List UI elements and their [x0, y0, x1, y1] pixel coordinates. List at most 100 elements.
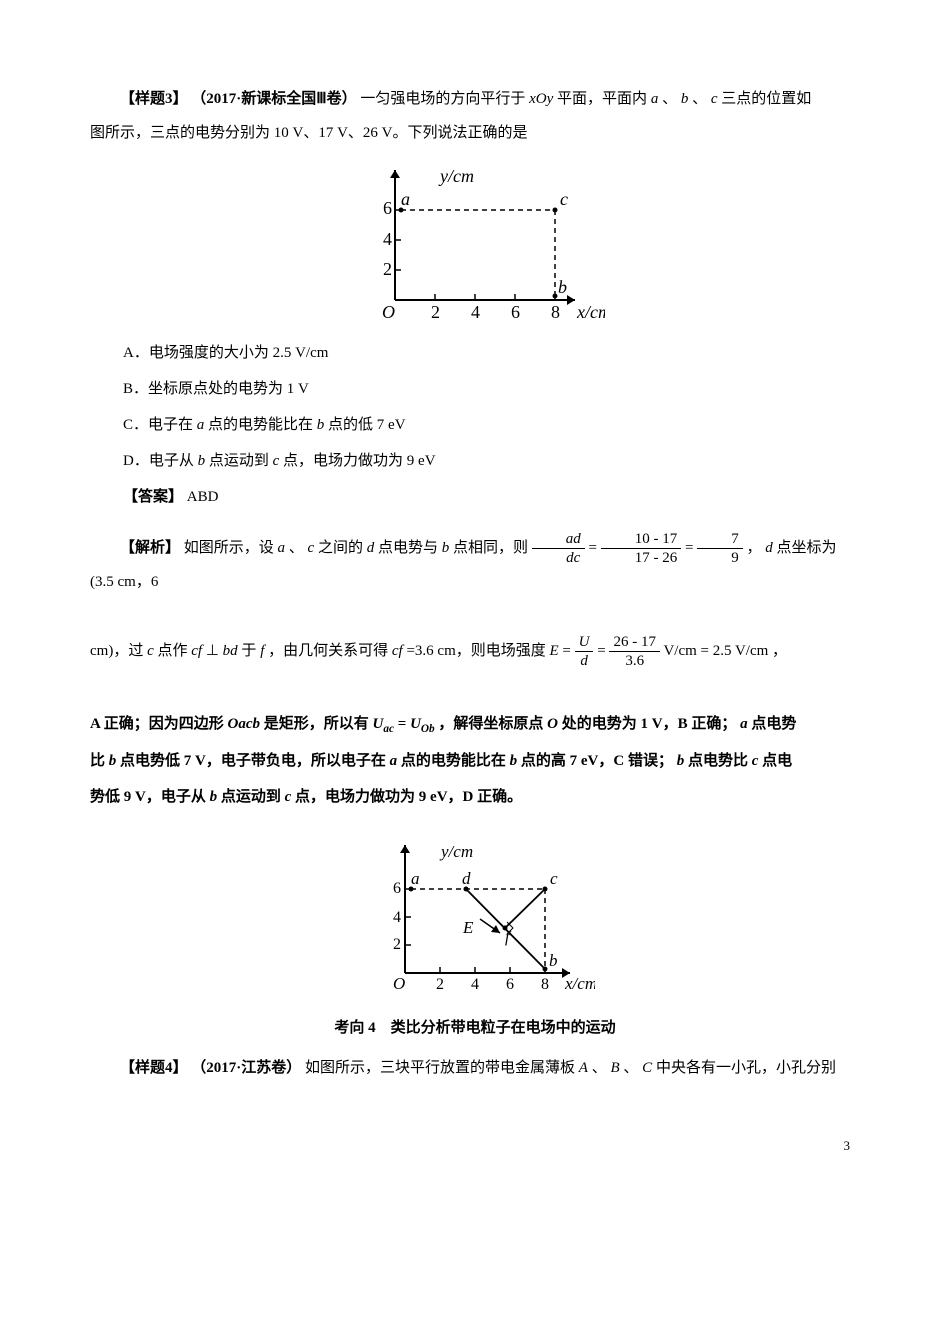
jx2-f: f — [260, 643, 264, 659]
fig1-b: b — [558, 277, 567, 297]
fig2-c: c — [550, 869, 558, 888]
fig2-E: E — [462, 918, 474, 937]
jx2-unit: V/cm = 2.5 V/cm ， — [663, 643, 787, 659]
eq2: = — [685, 540, 693, 556]
jx2-pre: cm)，过 — [90, 643, 147, 659]
fig2-xlabel: x/cm — [564, 974, 595, 993]
jx2-m4: =3.6 cm，则电场强度 — [406, 643, 545, 659]
q3-answer-label: 【答案】 — [123, 489, 183, 505]
q3-answer-text: ABD — [187, 489, 219, 505]
c1-eq: = — [398, 716, 407, 732]
q3-optC: C．电子在 a 点的电势能比在 b 点的低 7 eV — [123, 410, 860, 440]
c3-post: 点，电场力做功为 9 eV，D 正确。 — [295, 789, 522, 805]
c2-c: c — [752, 753, 759, 769]
jx1-b: b — [442, 540, 450, 556]
q3-sep1: 、 — [662, 91, 677, 107]
q3-answer: 【答案】 ABD — [123, 482, 860, 512]
svg-text:4: 4 — [393, 909, 401, 926]
q3-text2: 平面，平面内 — [557, 91, 651, 107]
fig1-xt6: 6 — [511, 302, 520, 322]
fig1-xt2: 2 — [431, 302, 440, 322]
c2-b3: b — [677, 753, 685, 769]
fig1-yt2: 2 — [383, 259, 392, 279]
c2-m2: 点的电势能比在 — [401, 753, 510, 769]
fig2-O: O — [393, 974, 405, 993]
page-number: 3 — [90, 1133, 860, 1159]
frac4: Ud — [575, 633, 594, 670]
jx1-m2: 点电势与 — [378, 540, 442, 556]
c1-acsub: ac — [383, 723, 394, 735]
q3-optC-a: a — [197, 417, 205, 433]
q4-t2: 中央各有一小孔，小孔分别 — [656, 1060, 836, 1076]
q3-source: （2017·新课标全国Ⅲ卷） — [191, 91, 356, 107]
c1-uac: U — [373, 716, 384, 732]
q3-optD-c: c — [273, 453, 280, 469]
fig2-ylabel: y/cm — [439, 842, 473, 861]
eq1: = — [589, 540, 597, 556]
jx1-p: ， — [746, 540, 761, 556]
c1-m1: 是矩形，所以有 — [264, 716, 369, 732]
q3-conclusion: A 正确；因为四边形 Oacb 是矩形，所以有 Uac = UOb ，解得坐标原… — [90, 706, 860, 815]
fig1-xlabel: x/cm — [576, 302, 605, 322]
q3-optD-mid: 点运动到 — [209, 453, 273, 469]
q3-optA: A．电场强度的大小为 2.5 V/cm — [123, 338, 860, 368]
fig2-d: d — [462, 869, 471, 888]
q3-optC-post: 点的低 7 eV — [328, 417, 406, 433]
c1-O: O — [547, 716, 558, 732]
c1-post: 点电势 — [751, 716, 796, 732]
q3-pta: a — [651, 91, 659, 107]
q3-figure2: y/cm x/cm O a d c b f E 6 4 2 2 4 6 8 — [355, 833, 595, 1003]
fig1-c: c — [560, 189, 568, 209]
c2-a: a — [390, 753, 398, 769]
fig2-a: a — [411, 869, 420, 888]
q3-jiexi2: cm)，过 c 点作 cf ⊥ bd 于 f ，由几何关系可得 cf =3.6 … — [90, 633, 860, 670]
jx1-a: a — [278, 540, 286, 556]
fig1-yt4: 4 — [383, 229, 392, 249]
q3-ptb: b — [681, 91, 689, 107]
fig2-b: b — [549, 951, 558, 970]
jx1-c: c — [308, 540, 315, 556]
jx1-pre: 如图所示，设 — [184, 540, 278, 556]
svg-text:8: 8 — [541, 976, 549, 993]
jx2-bd: bd — [223, 643, 238, 659]
q3-plane: xOy — [529, 91, 553, 107]
q4-s1: 、 — [592, 1060, 607, 1076]
c3-m1: 点运动到 — [221, 789, 285, 805]
q3-label: 【样题3】 — [120, 91, 188, 107]
c2-m1: 点电势低 7 V，电子带负电，所以电子在 — [120, 753, 390, 769]
jx2-perp: ⊥ — [206, 643, 219, 659]
q4-A: A — [579, 1060, 588, 1076]
q4-t1: 如图所示，三块平行放置的带电金属薄板 — [305, 1060, 579, 1076]
c1-a: a — [740, 716, 748, 732]
jx2-E: E — [550, 643, 559, 659]
q3-optD-b: b — [198, 453, 206, 469]
jx1-s1: 、 — [289, 540, 304, 556]
jx2-cf: cf — [191, 643, 202, 659]
svg-text:6: 6 — [393, 880, 401, 897]
c1-m2: ，解得坐标原点 — [438, 716, 547, 732]
svg-text:2: 2 — [436, 976, 444, 993]
q3-optD: D．电子从 b 点运动到 c 点，电场力做功为 9 eV — [123, 446, 860, 476]
fig1-ylabel: y/cm — [438, 166, 474, 186]
q3-optC-b: b — [317, 417, 325, 433]
q3-optB: B．坐标原点处的电势为 1 V — [123, 374, 860, 404]
q3-figure1-container: y/cm x/cm O a c b 6 4 2 2 4 6 8 — [90, 160, 860, 330]
jx2-cf2: cf — [392, 643, 403, 659]
fig2-f: f — [505, 929, 512, 946]
eq4: = — [597, 643, 605, 659]
fig1-xt8: 8 — [551, 302, 560, 322]
q3-text1: 一匀强电场的方向平行于 — [360, 91, 529, 107]
q4-label: 【样题4】 — [120, 1060, 188, 1076]
jx1-d2: d — [765, 540, 773, 556]
c3-c: c — [285, 789, 292, 805]
jx2-m1: 点作 — [158, 643, 192, 659]
c1-pre: A 正确；因为四边形 — [90, 716, 228, 732]
jx2-m3: ，由几何关系可得 — [268, 643, 392, 659]
q4-heading: 【样题4】 （2017·江苏卷） 如图所示，三块平行放置的带电金属薄板 A 、 … — [90, 1053, 860, 1083]
c2-b: b — [109, 753, 117, 769]
q3-optC-pre: C．电子在 — [123, 417, 197, 433]
frac3: 79 — [697, 530, 743, 567]
c1-m3: 处的电势为 1 V，B 正确； — [562, 716, 737, 732]
q4-B: B — [610, 1060, 619, 1076]
q3-text3: 三点的位置如 — [721, 91, 811, 107]
